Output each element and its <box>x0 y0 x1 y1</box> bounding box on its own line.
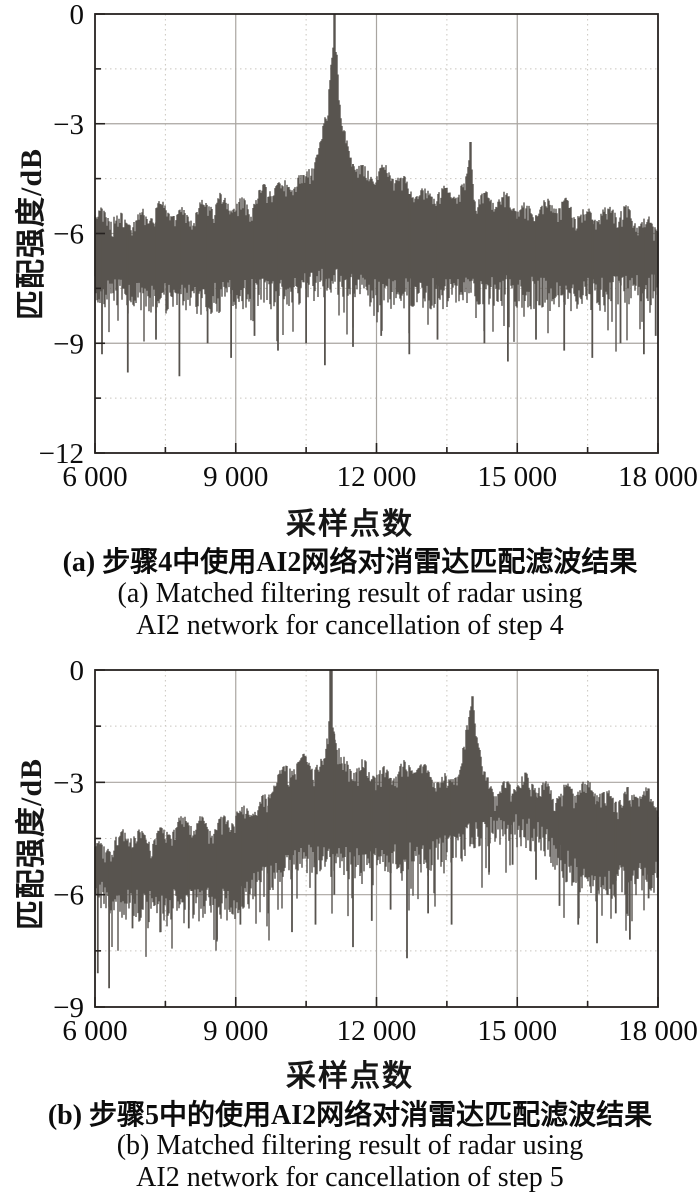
x-axis-title-b: 采样点数 <box>286 1060 414 1093</box>
x-tick-label: 12 000 <box>337 461 417 493</box>
signal-deep-nulls <box>101 137 657 377</box>
axis-ticks <box>94 669 659 1008</box>
x-tick-label: 12 000 <box>337 1015 417 1047</box>
y-tick-labels: 0 −3 −6 −9 <box>53 655 84 1024</box>
y-tick-label: 0 <box>70 0 85 31</box>
figure-panel-b: 6 000 9 000 12 000 15 000 18 000 0 −3 −6 −9 匹配强度… <box>0 655 700 1195</box>
axis-ticks <box>94 13 659 454</box>
x-tick-label: 9 000 <box>203 461 268 493</box>
caption-a-zh: (a) 步骤4中使用AI2网络对消雷达匹配滤波结果 <box>62 547 638 578</box>
y-tick-label: −12 <box>39 438 84 470</box>
caption-b-en-line2: AI2 network for cancellation of step 5 <box>136 1162 564 1193</box>
y-tick-label: −3 <box>53 767 84 799</box>
y-tick-labels: 0 −3 −6 −9 −12 <box>39 0 84 470</box>
x-tick-label: 9 000 <box>203 1015 268 1047</box>
caption-a-en-line1: (a) Matched filtering result of radar us… <box>117 578 583 609</box>
caption-a-en-line2: AI2 network for cancellation of step 4 <box>136 610 564 641</box>
y-tick-label: −6 <box>53 880 84 912</box>
x-tick-labels: 6 000 9 000 12 000 15 000 18 000 <box>62 461 698 493</box>
x-tick-label: 18 000 <box>618 461 698 493</box>
caption-b-zh: (b) 步骤5中的使用AI2网络对消雷达匹配滤波结果 <box>47 1100 653 1131</box>
y-tick-label: −6 <box>53 219 84 251</box>
x-tick-label: 15 000 <box>477 1015 557 1047</box>
chart-b-plot: 6 000 9 000 12 000 15 000 18 000 0 −3 −6 −9 <box>53 655 698 1047</box>
y-axis-title-b: 匹配强度/dB <box>15 757 48 931</box>
y-axis-title-a: 匹配强度/dB <box>15 147 48 321</box>
caption-b-en-line1: (b) Matched filtering result of radar us… <box>116 1130 584 1161</box>
y-tick-label: −9 <box>53 992 84 1024</box>
x-axis-title-a: 采样点数 <box>286 508 414 541</box>
signal-deep-nulls <box>96 733 650 989</box>
y-tick-label: −3 <box>53 109 84 141</box>
y-tick-label: −9 <box>53 328 84 360</box>
x-tick-label: 6 000 <box>62 1015 127 1047</box>
chart-a-plot: 6 000 9 000 12 000 15 000 18 000 0 −3 −6 −9 −12 <box>39 0 698 493</box>
y-tick-label: 0 <box>70 655 85 687</box>
x-tick-labels: 6 000 9 000 12 000 15 000 18 000 <box>62 1015 698 1047</box>
figure-panel-a: 6 000 9 000 12 000 15 000 18 000 0 −3 −6 −9 −12 匹… <box>15 0 698 641</box>
x-tick-label: 18 000 <box>618 1015 698 1047</box>
x-tick-label: 15 000 <box>477 461 557 493</box>
x-tick-label: 6 000 <box>62 461 127 493</box>
